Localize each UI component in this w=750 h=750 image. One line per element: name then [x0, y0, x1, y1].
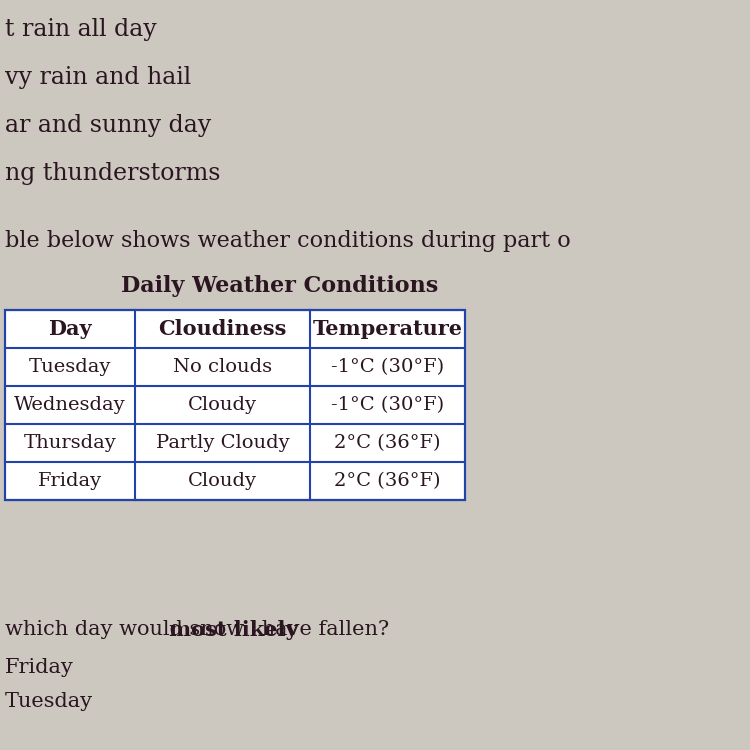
Text: Friday: Friday	[5, 658, 74, 677]
Text: ble below shows weather conditions during part o: ble below shows weather conditions durin…	[5, 230, 571, 252]
Text: 2°C (36°F): 2°C (36°F)	[334, 434, 441, 452]
Text: Thursday: Thursday	[24, 434, 116, 452]
Text: have fallen?: have fallen?	[254, 620, 388, 639]
Text: most likely: most likely	[169, 620, 298, 640]
Bar	[5, 310, 465, 500]
Text: 2°C (36°F): 2°C (36°F)	[334, 472, 441, 490]
Text: No clouds: No clouds	[173, 358, 272, 376]
Text: Partly Cloudy: Partly Cloudy	[156, 434, 290, 452]
Text: Temperature: Temperature	[313, 319, 463, 339]
Text: Wednesday: Wednesday	[14, 396, 126, 414]
Text: Cloudy: Cloudy	[188, 396, 257, 414]
Text: Day: Day	[48, 319, 92, 339]
Text: Cloudiness: Cloudiness	[158, 319, 286, 339]
Text: -1°C (30°F): -1°C (30°F)	[331, 358, 444, 376]
Text: Tuesday: Tuesday	[28, 358, 111, 376]
Text: Cloudy: Cloudy	[188, 472, 257, 490]
Text: ar and sunny day: ar and sunny day	[5, 114, 211, 137]
Bar	[5, 310, 465, 500]
Text: Friday: Friday	[38, 472, 102, 490]
Text: -1°C (30°F): -1°C (30°F)	[331, 396, 444, 414]
Text: vy rain and hail: vy rain and hail	[5, 66, 191, 89]
Text: which day would snow: which day would snow	[5, 620, 250, 639]
Text: Daily Weather Conditions: Daily Weather Conditions	[122, 275, 439, 297]
Text: Tuesday: Tuesday	[5, 692, 93, 711]
Text: t rain all day: t rain all day	[5, 18, 157, 41]
Text: ng thunderstorms: ng thunderstorms	[5, 162, 220, 185]
